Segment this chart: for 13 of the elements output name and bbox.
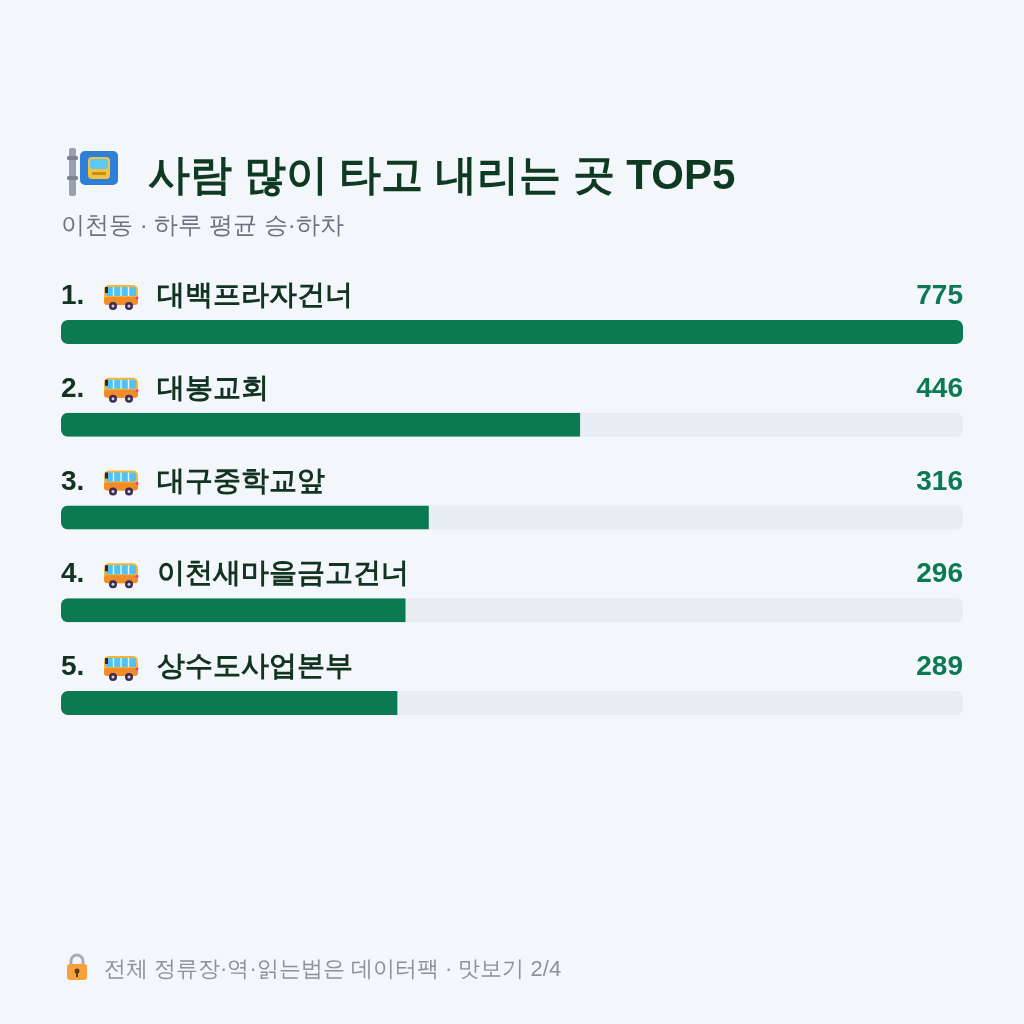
- chart-title: 사람 많이 타고 내리는 곳 TOP5: [148, 151, 736, 198]
- data-label: 446: [916, 371, 963, 403]
- text: 전체 정류장·역·읽는법은 데이터팩 · 맛보기 2/4: [104, 956, 562, 981]
- category-label: 1. 대백프라자건너: [61, 279, 353, 310]
- category-label: 5. 상수도사업본부: [61, 650, 353, 681]
- category-label: 4. 이천새마을금고건너: [61, 557, 409, 589]
- data-label: 316: [916, 464, 963, 496]
- category-label: 3. 대구중학교앞: [61, 464, 325, 496]
- data-label: 296: [916, 557, 963, 589]
- chart-subtitle: 이천동 · 하루 평균 승·하차: [61, 211, 344, 238]
- category-label: 2. 대봉교회: [61, 371, 269, 403]
- data-label: 775: [916, 279, 963, 310]
- data-label: 289: [916, 650, 963, 681]
